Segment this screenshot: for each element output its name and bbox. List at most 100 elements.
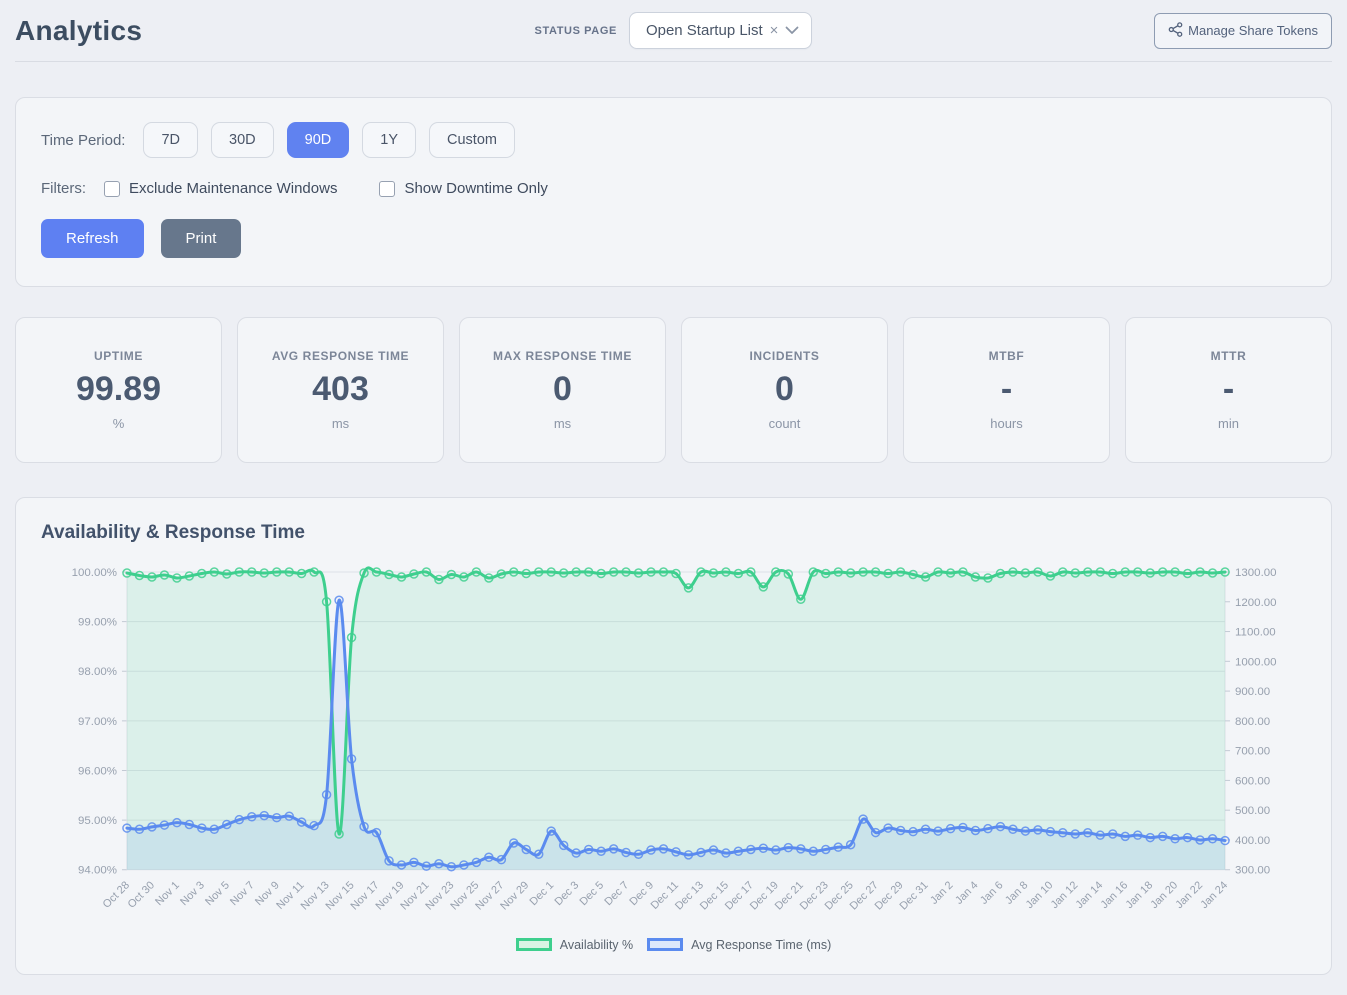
filter-actions-row: Refresh Print [41,219,1306,258]
print-button[interactable]: Print [160,219,242,258]
legend-label: Avg Response Time (ms) [691,937,832,952]
filter-checkbox-show-downtime[interactable]: Show Downtime Only [379,180,548,197]
chevron-down-icon [785,26,799,35]
analytics-page: Analytics STATUS PAGE Open Startup List … [15,0,1332,975]
svg-text:Jan 16: Jan 16 [1099,879,1131,911]
svg-text:1000.00: 1000.00 [1235,656,1277,668]
checkbox-box[interactable] [379,180,396,197]
stat-label: MTBF [988,348,1025,363]
refresh-button[interactable]: Refresh [41,219,144,258]
svg-text:500.00: 500.00 [1235,805,1270,817]
svg-text:98.00%: 98.00% [78,666,117,678]
stat-card-avg-response-time: AVG RESPONSE TIME 403 ms [237,317,444,463]
svg-text:Dec 3: Dec 3 [553,879,582,908]
stat-label: INCIDENTS [749,348,820,363]
svg-text:Jan 18: Jan 18 [1123,879,1155,911]
svg-text:Dec 31: Dec 31 [898,879,931,912]
svg-text:Jan 4: Jan 4 [953,879,980,906]
filters-row: Filters: Exclude Maintenance Windows Show… [41,180,1306,197]
svg-text:700.00: 700.00 [1235,746,1270,758]
filter-checkbox-exclude-maintenance[interactable]: Exclude Maintenance Windows [104,180,337,197]
svg-text:Jan 12: Jan 12 [1049,879,1081,911]
svg-text:Jan 20: Jan 20 [1148,879,1180,911]
stat-card-mttr: MTTR - min [1125,317,1332,463]
stat-label: AVG RESPONSE TIME [271,348,410,363]
share-icon [1168,21,1183,40]
status-page-selected-value: Open Startup List [645,22,763,39]
time-period-button-custom[interactable]: Custom [429,122,515,158]
svg-text:1200.00: 1200.00 [1235,597,1277,609]
stat-value: 0 [775,369,794,408]
stat-card-max-response-time: MAX RESPONSE TIME 0 ms [459,317,666,463]
svg-text:1100.00: 1100.00 [1235,627,1276,639]
time-period-row: Time Period: 7D 30D 90D 1Y Custom [41,122,1306,158]
svg-text:Jan 22: Jan 22 [1173,879,1205,911]
svg-text:900.00: 900.00 [1235,686,1270,698]
svg-text:94.00%: 94.00% [78,865,117,877]
svg-text:Dec 5: Dec 5 [577,879,606,908]
svg-text:600.00: 600.00 [1235,775,1270,787]
svg-text:96.00%: 96.00% [78,765,117,777]
checkbox-box[interactable] [104,180,120,197]
stat-label: UPTIME [94,348,143,363]
stat-unit: count [768,416,801,432]
svg-text:Dec 1: Dec 1 [528,879,557,908]
clear-selection-icon[interactable]: × [769,22,779,39]
svg-text:400.00: 400.00 [1235,835,1270,847]
svg-text:Oct 30: Oct 30 [126,879,157,910]
legend-item-availability[interactable]: Availability % [515,938,633,952]
availability-response-chart[interactable]: 94.00% 95.00% 96.00% 97.00% 98.00% 99.00% 100.… [41,558,1306,936]
svg-text:Jan 2: Jan 2 [928,879,955,906]
stat-unit: ms [553,416,572,432]
svg-text:Dec 7: Dec 7 [602,879,631,908]
stat-unit: hours [990,416,1023,432]
time-period-label: Time Period: [41,131,126,149]
svg-text:Nov 1: Nov 1 [153,879,182,908]
header-actions: Manage Share Tokens [812,12,1332,49]
svg-text:Jan 14: Jan 14 [1074,879,1106,911]
svg-text:95.00%: 95.00% [78,815,117,827]
status-page-select[interactable]: Open Startup List × [628,12,813,49]
time-period-button-7d[interactable]: 7D [143,122,199,158]
svg-text:100.00%: 100.00% [72,567,117,579]
checkbox-label: Exclude Maintenance Windows [129,180,338,197]
stat-card-uptime: UPTIME 99.89% [15,317,222,463]
stats-row: UPTIME 99.89% AVG RESPONSE TIME 403 ms MAX RE… [15,317,1332,463]
legend-item-response-time[interactable]: Avg Response Time (ms) [647,938,831,952]
stat-value: 403 [312,369,369,408]
legend-swatch [647,938,684,952]
status-page-group: STATUS PAGE Open Startup List × [535,12,813,49]
stat-unit: % [112,416,125,432]
svg-text:Nov 29: Nov 29 [498,879,531,912]
legend-swatch [515,938,552,952]
stat-value: 0 [553,369,572,408]
svg-text:Jan 10: Jan 10 [1024,879,1056,911]
svg-text:Jan 6: Jan 6 [978,879,1005,906]
filters-label: Filters: [41,180,86,197]
time-period-button-90d[interactable]: 90D [286,122,350,158]
svg-text:1300.00: 1300.00 [1235,567,1277,579]
svg-text:99.00%: 99.00% [78,617,117,629]
time-period-button-30d[interactable]: 30D [211,122,274,158]
stat-unit: min [1218,416,1239,432]
page-title: Analytics [15,14,143,46]
time-period-button-1y[interactable]: 1Y [362,122,416,158]
stat-value: - [1222,369,1235,408]
svg-text:Jan 24: Jan 24 [1198,879,1230,911]
manage-share-tokens-button[interactable]: Manage Share Tokens [1154,12,1332,49]
svg-text:Oct 28: Oct 28 [101,879,132,910]
stat-card-incidents: INCIDENTS 0 count [681,317,888,463]
svg-text:800.00: 800.00 [1235,716,1270,728]
stat-value: - [1000,369,1013,408]
chart-panel: Availability & Response Time 94.00% 95.00… [15,497,1332,975]
filter-checkboxes: Exclude Maintenance Windows Show Downtime… [104,180,590,197]
svg-text:Nov 3: Nov 3 [178,879,207,908]
chart-legend: Availability % Avg Response Time (ms) [41,936,1306,960]
chart-svg: 94.00% 95.00% 96.00% 97.00% 98.00% 99.00% 100.… [72,566,1277,912]
stat-label: MAX RESPONSE TIME [493,348,632,363]
status-page-label: STATUS PAGE [534,24,617,37]
header: Analytics STATUS PAGE Open Startup List … [15,0,1332,62]
svg-text:Nov 5: Nov 5 [203,879,232,908]
filter-panel: Time Period: 7D 30D 90D 1Y Custom Filters: E… [15,97,1332,287]
chart-title: Availability & Response Time [41,522,305,543]
